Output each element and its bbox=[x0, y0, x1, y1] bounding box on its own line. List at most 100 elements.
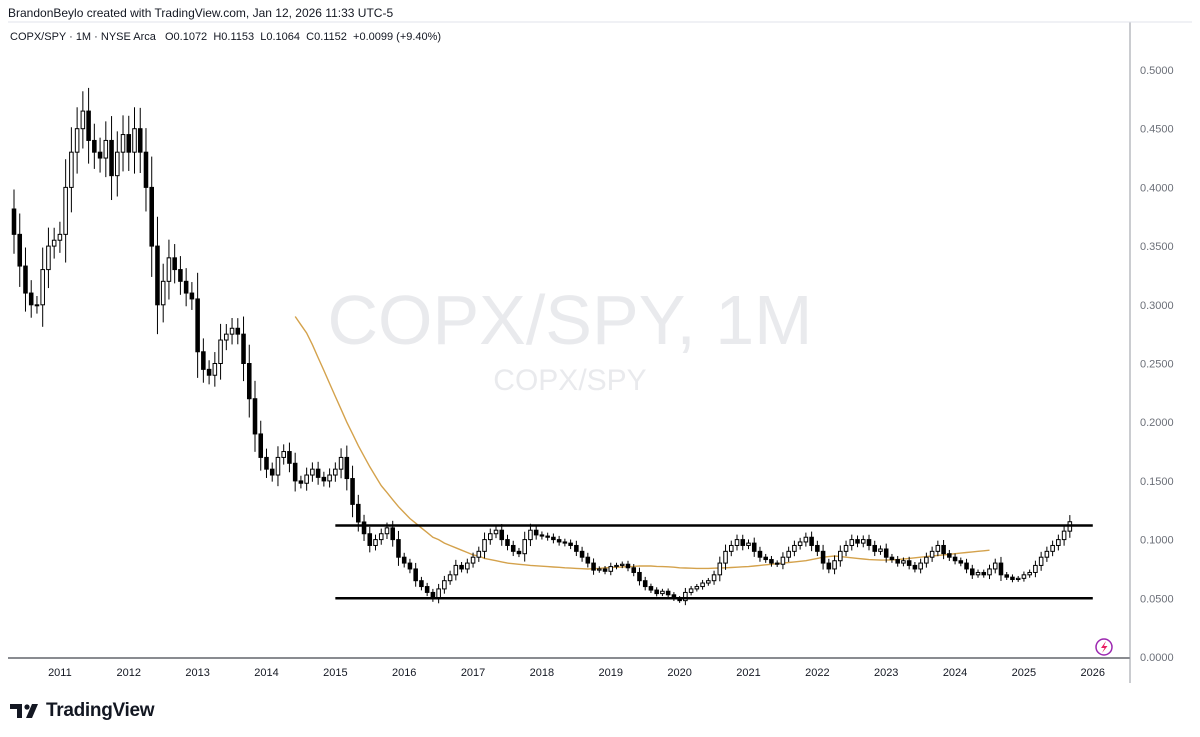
candle bbox=[878, 545, 883, 555]
candle bbox=[482, 532, 487, 559]
candle-body-up bbox=[115, 151, 120, 177]
time-tick-label: 2026 bbox=[1081, 667, 1105, 679]
symbol-info[interactable]: COPX/SPY · 1M · NYSE Arca bbox=[10, 31, 156, 43]
candle-body-up bbox=[924, 556, 929, 564]
candle-body-down bbox=[241, 333, 246, 364]
candle-body-down bbox=[246, 363, 252, 400]
candle-body-up bbox=[327, 474, 332, 482]
time-tick-label: 2024 bbox=[943, 667, 967, 679]
candle-body-down bbox=[92, 139, 97, 153]
candle-body-up bbox=[304, 474, 309, 484]
candle-body-down bbox=[947, 553, 952, 558]
candle bbox=[533, 525, 539, 540]
candle-body-down bbox=[459, 564, 464, 570]
low-value: 0.1064 bbox=[266, 31, 300, 43]
candle bbox=[637, 567, 642, 586]
candle bbox=[40, 247, 45, 327]
candle-body-up bbox=[470, 556, 476, 564]
candle-body-down bbox=[235, 327, 241, 335]
candle-body-up bbox=[700, 582, 705, 588]
time-axis[interactable]: 2011 2012 2013 2014 2015 2016 2017 2018 2019 2020… bbox=[48, 667, 1105, 679]
candle bbox=[413, 562, 418, 587]
candle bbox=[860, 535, 866, 548]
candle-body-up bbox=[706, 580, 711, 584]
candle bbox=[115, 131, 120, 197]
candle bbox=[246, 344, 252, 418]
candle-body-down bbox=[556, 539, 562, 543]
candle-body-up bbox=[878, 548, 883, 552]
candle bbox=[1021, 571, 1027, 582]
candle bbox=[746, 539, 751, 550]
candle bbox=[224, 324, 229, 351]
candle-body-up bbox=[619, 563, 625, 566]
candle-body-up bbox=[40, 269, 45, 306]
candle-body-up bbox=[132, 128, 137, 153]
candle bbox=[447, 570, 453, 585]
candle bbox=[998, 556, 1004, 581]
candle-body-up bbox=[803, 536, 809, 543]
candle bbox=[315, 461, 321, 485]
candle bbox=[57, 221, 63, 253]
candle-body-down bbox=[292, 462, 298, 482]
candle bbox=[545, 532, 550, 541]
candle bbox=[947, 549, 952, 561]
lightning-icon[interactable] bbox=[1095, 638, 1113, 656]
candle-body-up bbox=[338, 456, 344, 470]
tradingview-logo[interactable]: TradingView bbox=[10, 700, 155, 722]
price-tick-label: 0.3500 bbox=[1140, 241, 1174, 253]
candle bbox=[602, 565, 608, 575]
horizontal-lines-layer[interactable] bbox=[335, 524, 1093, 600]
candle bbox=[275, 446, 281, 487]
candle bbox=[493, 525, 499, 539]
candle bbox=[178, 256, 183, 295]
time-tick-label: 2021 bbox=[736, 667, 760, 679]
candle-body-up bbox=[465, 562, 470, 570]
candle-body-down bbox=[568, 542, 573, 546]
candle bbox=[665, 588, 671, 598]
candle-body-down bbox=[998, 562, 1004, 576]
candle bbox=[648, 583, 654, 593]
candle-body-up bbox=[838, 550, 843, 562]
tradingview-brand: TradingView bbox=[46, 700, 155, 721]
candle-body-down bbox=[970, 568, 975, 576]
candle-body-down bbox=[941, 544, 946, 555]
price-tick-label: 0.5000 bbox=[1140, 65, 1174, 77]
price-tick-label: 0.4000 bbox=[1140, 182, 1174, 194]
candle-body-down bbox=[815, 544, 820, 552]
candle-body-down bbox=[413, 568, 418, 582]
candle-body-down bbox=[826, 562, 832, 570]
candle-body-down bbox=[602, 568, 608, 572]
candle-body-up bbox=[660, 590, 665, 595]
candle-body-up bbox=[1038, 556, 1044, 566]
candle bbox=[631, 564, 637, 577]
candle-body-up bbox=[103, 139, 109, 159]
candle-body-up bbox=[384, 527, 390, 535]
candle bbox=[941, 540, 946, 560]
candle bbox=[189, 282, 195, 310]
candle-body-down bbox=[740, 539, 746, 546]
candle bbox=[929, 546, 935, 562]
candle-body-down bbox=[407, 562, 413, 570]
candle bbox=[373, 534, 378, 551]
candle bbox=[528, 523, 533, 547]
candle-body-down bbox=[298, 480, 304, 484]
candle bbox=[981, 569, 987, 578]
time-tick-label: 2025 bbox=[1012, 667, 1036, 679]
candle bbox=[614, 562, 619, 570]
candle-body-down bbox=[625, 563, 631, 569]
candle-body-up bbox=[901, 560, 906, 564]
candle bbox=[826, 558, 832, 574]
candle bbox=[137, 107, 143, 174]
price-axis[interactable]: 0.5000 0.4500 0.4000 0.3500 0.3000 0.2500 0.20… bbox=[1140, 65, 1174, 664]
chart-attribution: BrandonBeylo created with TradingView.co… bbox=[8, 6, 394, 20]
candle bbox=[103, 121, 109, 178]
candle-body-down bbox=[17, 233, 23, 267]
candle-body-up bbox=[746, 542, 751, 546]
candle-body-down bbox=[287, 451, 292, 464]
candle bbox=[585, 552, 591, 568]
candle-body-down bbox=[206, 368, 212, 376]
candle-body-down bbox=[912, 564, 918, 570]
watermark: COPX/SPY, 1M COPX/SPY bbox=[327, 281, 812, 397]
candle-body-down bbox=[642, 580, 648, 588]
